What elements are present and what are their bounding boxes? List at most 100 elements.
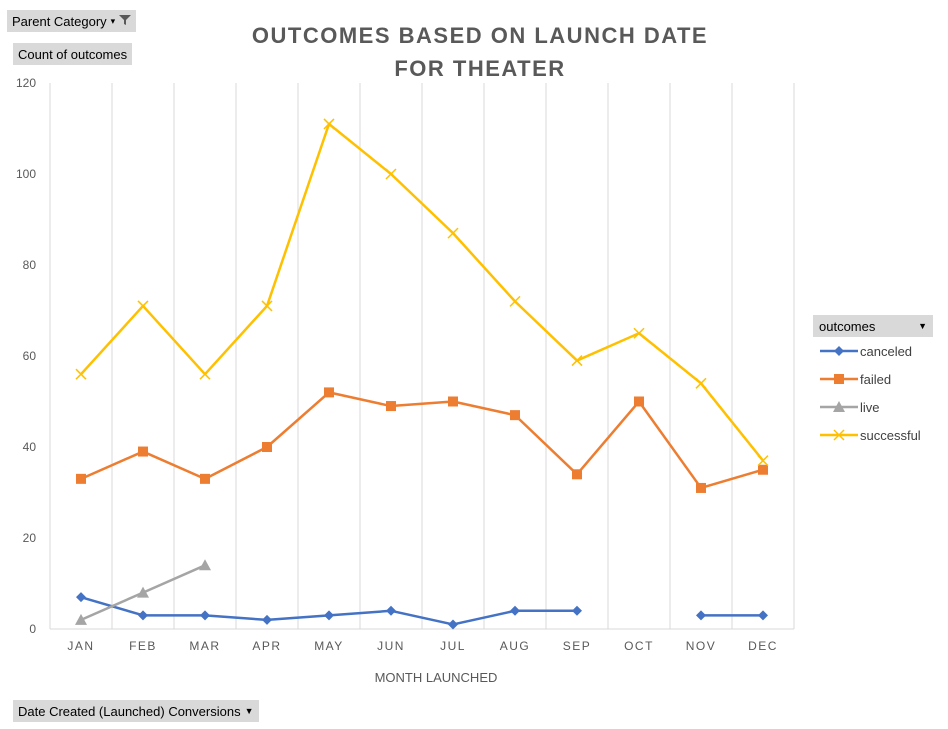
date-created-label: Date Created (Launched) Conversions	[18, 703, 241, 719]
legend-swatch-live	[820, 401, 858, 412]
legend-title: outcomes	[819, 318, 876, 334]
data-point	[757, 455, 769, 467]
data-point	[447, 227, 459, 239]
chart-title-line-2: FOR THEATER	[394, 56, 566, 81]
legend-item-successful: successful	[813, 421, 933, 449]
legend-swatch-failed	[820, 374, 858, 384]
y-tick-label: 40	[23, 440, 37, 454]
data-point	[633, 327, 645, 339]
legend-item-failed: failed	[813, 365, 933, 393]
series-line	[80, 391, 764, 490]
data-point	[138, 610, 148, 621]
data-point	[634, 396, 644, 407]
legend-label: live	[860, 399, 880, 415]
x-tick-label: OCT	[624, 639, 654, 653]
series-layer	[75, 118, 769, 630]
data-point	[696, 482, 706, 493]
data-point	[386, 605, 396, 616]
data-point	[199, 368, 211, 380]
series-canceled	[76, 592, 768, 630]
x-axis-title: MONTH LAUNCHED	[375, 670, 498, 685]
data-point	[262, 614, 272, 625]
legend-items: canceled failed live successful	[813, 337, 933, 449]
series-live	[75, 559, 211, 625]
data-point	[510, 410, 520, 421]
data-point	[834, 346, 844, 356]
data-point	[572, 469, 582, 480]
legend-label: canceled	[860, 343, 913, 359]
data-point	[76, 473, 86, 484]
legend-label: successful	[860, 427, 921, 443]
x-axis-ticks: JAN FEB MAR APR MAY JUN JUL AUG SEP OCT NOV DEC	[67, 639, 778, 653]
y-tick-label: 20	[23, 531, 37, 545]
parent-category-label: Parent Category	[12, 13, 107, 29]
legend: outcomes ▼ canceled failed live successful	[813, 315, 933, 449]
data-point	[695, 377, 707, 389]
data-point	[137, 586, 149, 598]
data-point	[75, 368, 87, 380]
x-tick-label: JUN	[377, 639, 405, 653]
data-point	[262, 442, 272, 452]
count-of-outcomes-field-button[interactable]: Count of outcomes	[13, 43, 133, 65]
data-point	[696, 610, 706, 621]
data-point	[833, 429, 845, 441]
x-tick-label: JAN	[67, 639, 94, 653]
data-point	[200, 610, 210, 621]
series-failed	[76, 387, 768, 493]
y-tick-label: 80	[23, 258, 37, 272]
data-point	[758, 464, 768, 475]
legend-swatch-canceled	[820, 346, 858, 356]
x-tick-label: APR	[252, 639, 281, 653]
data-point	[199, 559, 211, 571]
y-tick-label: 120	[16, 76, 36, 90]
data-point	[200, 473, 210, 484]
data-point	[138, 446, 148, 457]
data-point	[261, 300, 273, 312]
legend-item-live: live	[813, 393, 933, 421]
gridlines	[49, 83, 795, 630]
x-tick-label: NOV	[686, 639, 717, 653]
data-point	[572, 605, 582, 616]
filter-funnel-icon	[119, 14, 132, 29]
data-point	[324, 387, 334, 398]
data-point	[833, 401, 845, 412]
data-point	[834, 374, 844, 384]
data-point	[324, 610, 334, 621]
dropdown-arrow-icon: ▾	[110, 15, 116, 26]
data-point	[571, 355, 583, 367]
dropdown-arrow-icon: ▼	[244, 706, 254, 716]
legend-filter-button[interactable]: outcomes ▼	[813, 315, 933, 337]
parent-category-filter-button[interactable]: Parent Category ▾	[7, 10, 137, 32]
data-point	[510, 605, 520, 616]
data-point	[323, 118, 335, 130]
legend-label: failed	[860, 371, 892, 387]
y-tick-label: 0	[29, 622, 36, 636]
data-point	[448, 396, 458, 407]
data-point	[386, 401, 396, 412]
y-tick-label: 100	[16, 167, 36, 181]
dropdown-arrow-icon: ▼	[918, 321, 927, 331]
data-point	[137, 300, 149, 312]
series-successful	[75, 118, 769, 467]
data-point	[76, 592, 86, 603]
date-created-field-button[interactable]: Date Created (Launched) Conversions ▼	[13, 700, 259, 722]
legend-swatch-successful	[820, 429, 858, 441]
chart-title-line-1: OUTCOMES BASED ON LAUNCH DATE	[251, 23, 709, 48]
x-tick-label: AUG	[500, 639, 531, 653]
data-point	[75, 613, 87, 625]
series-line	[80, 122, 764, 462]
x-tick-label: MAR	[189, 639, 220, 653]
x-tick-label: SEP	[563, 639, 592, 653]
data-point	[448, 619, 458, 630]
data-point	[758, 610, 768, 621]
x-tick-label: DEC	[748, 639, 778, 653]
legend-item-canceled: canceled	[813, 337, 933, 365]
y-tick-label: 60	[23, 349, 37, 363]
y-axis-ticks: 0 20 40 60 80 100 120	[16, 76, 36, 636]
count-of-outcomes-label: Count of outcomes	[18, 46, 128, 62]
x-tick-label: FEB	[129, 639, 157, 653]
x-tick-label: MAY	[314, 639, 344, 653]
x-tick-label: JUL	[440, 639, 466, 653]
data-point	[385, 168, 397, 180]
